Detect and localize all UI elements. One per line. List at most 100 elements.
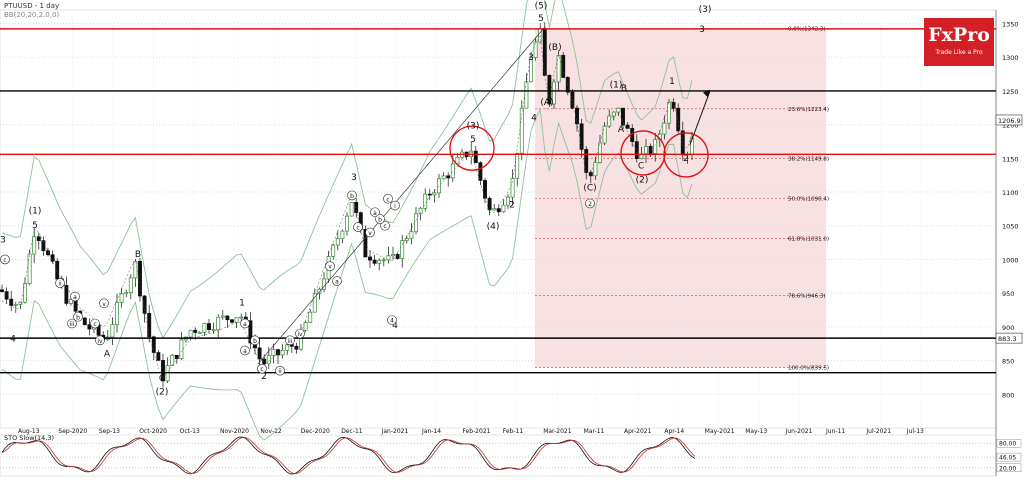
candle-body [32,236,37,255]
fibonacci-level-label: 100.0%(839.5) [788,366,829,372]
price-panel-frame [0,9,997,429]
candle-body [115,302,119,325]
candle-body [124,292,129,295]
wave-label: (2) [156,387,169,397]
candle-body [450,163,455,179]
circled-label: c [93,321,96,328]
circled-label: 2 [588,201,592,208]
circled-label-ring [365,227,375,238]
candle-body [648,146,653,154]
time-tick-label: Dec-2020 [301,428,330,435]
candle-body [18,301,23,305]
projection-arrow-line [689,90,711,146]
time-tick-label: Jun-2021 [785,428,813,435]
fibonacci-level-label: 50.0%(1090.4) [788,197,829,203]
wave-label: (1) [610,81,623,91]
circled-label: c [383,223,386,230]
candle-body [133,261,138,279]
candle-body [593,162,598,177]
wave-label: (4) [487,222,500,232]
current-price-label-box [995,114,1023,126]
circled-label-ring [0,254,10,265]
price-tick-label: 1000 [1002,256,1019,264]
candle-body [588,172,593,177]
wave-label: 5 [32,221,38,231]
bollinger-middle-band [1,33,693,380]
time-tick-label: Jul-2021 [865,428,891,435]
candle-body [473,150,478,164]
price-level-label: 883.3 [998,335,1017,343]
wave-label: 2 [683,154,689,164]
candle-body [64,285,69,304]
candle-body [266,355,271,365]
circled-label-ring [332,276,342,286]
candle-body [161,360,165,382]
candle-body [561,55,566,78]
candle-body [570,91,575,109]
candle-body [271,349,276,356]
bollinger-lower-band [1,107,693,441]
wave-label: 3 [528,53,534,63]
candle-body [280,349,285,356]
candle-body [524,81,529,109]
circled-label-ring [353,222,363,232]
candle-body [418,207,423,215]
circled-label-ring [90,318,100,329]
highlight-circle [663,132,709,178]
candle-body [335,238,340,246]
circled-label-ring [250,335,260,346]
candle-body [211,329,216,331]
candle-body [331,244,336,257]
circled-label-ring [375,214,385,224]
candle-body [391,253,395,257]
candle-body [179,339,184,360]
trend-line [257,26,546,365]
fibonacci-level-label: 61.8%(1031.0) [788,237,829,243]
circled-label: ii [278,368,282,375]
candle-body [598,142,602,163]
time-tick-label: Nov-2020 [220,428,249,435]
wave-label: 4 [531,114,537,124]
circled-label: iii [69,321,74,328]
fibonacci-level-label: 38.2%(1149.8) [788,156,829,162]
fibonacci-zone [535,28,826,368]
circled-label: b [253,338,257,345]
circled-label-ring [325,261,335,271]
time-tick-label: Mar-11 [584,428,605,435]
circled-label-ring [383,193,393,204]
price-tick-label: 900 [1002,324,1014,332]
circled-label: iii [287,338,292,345]
stochastic-level-box [996,452,1022,462]
wave-label: 5 [470,135,476,145]
time-tick-label: Jan-14 [421,428,441,435]
time-tick-label: Apr-2021 [624,428,652,435]
indicator-label: BB(20,20,2.0,0) [4,11,60,19]
candle-body [368,256,372,261]
wave-label: 5 [538,14,544,24]
price-tick-label: 1200 [1002,122,1019,130]
candle-body [138,261,142,297]
wave-label: 3 [699,25,705,35]
candle-body [404,238,409,241]
symbol-title: PTUUSD - 1 day [4,2,60,10]
candle-body [372,259,377,264]
candle-body [207,323,211,330]
wave-label: C [159,374,165,384]
circled-label-ring [240,318,250,329]
wave-label: 4 [392,321,398,331]
circled-label-ring [387,315,397,325]
circled-label: v [328,264,332,271]
candle-body [202,323,207,333]
candle-body [506,196,510,206]
wave-label: 2 [261,372,267,382]
candle-body [110,324,115,338]
price-tick-label: 1100 [1002,189,1019,197]
price-tick-label: 950 [1002,290,1014,298]
candle-body [625,124,630,129]
time-tick-label: May-2021 [705,428,735,435]
circled-label: c [3,257,6,264]
stochastic-title: STO Slow(14,3) [4,434,54,442]
price-tick-label: 850 [1002,358,1014,366]
candle-body [230,319,234,323]
wave-label: 3 [351,173,357,183]
